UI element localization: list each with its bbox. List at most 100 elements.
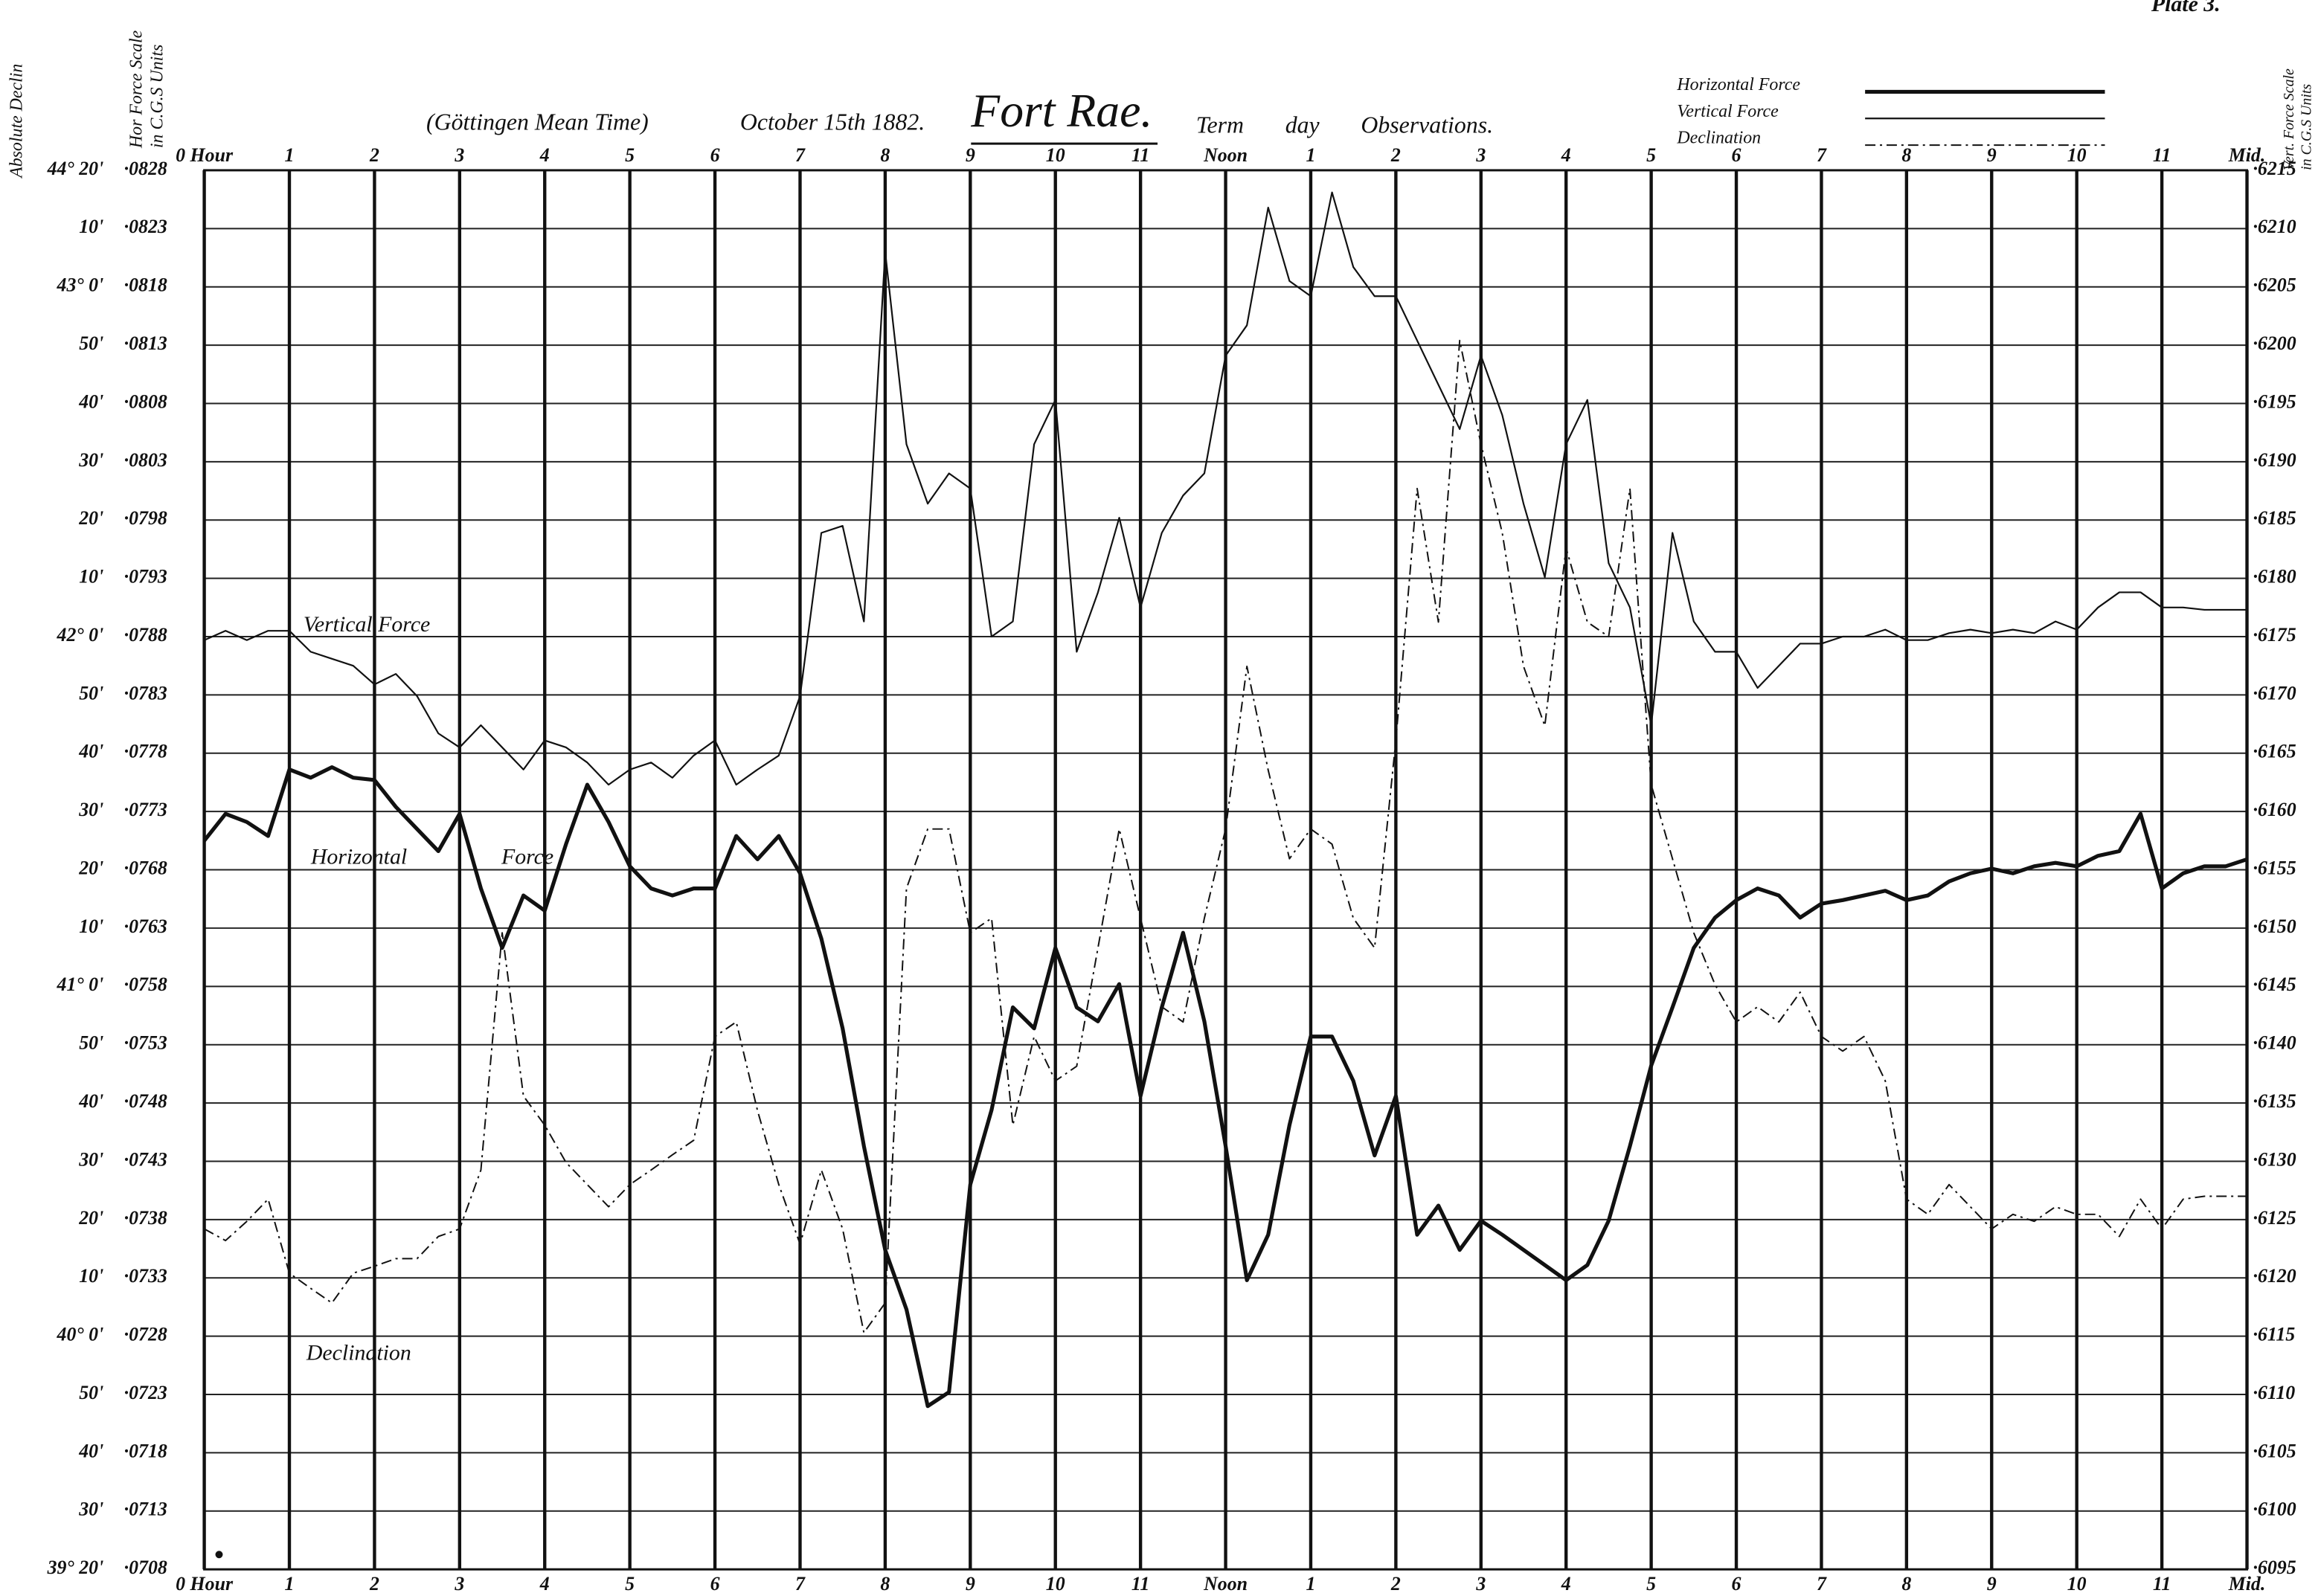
x-tick-label: 5 bbox=[625, 144, 635, 166]
y-tick-label: ·0808 bbox=[124, 390, 167, 412]
y3-tick-label: 10' bbox=[79, 216, 103, 237]
legend-label: Vertical Force bbox=[1677, 102, 1779, 121]
x-tick-label: 11 bbox=[1131, 1573, 1149, 1595]
y-tick-label: ·0723 bbox=[124, 1382, 167, 1403]
x-tick-label: 3 bbox=[1475, 144, 1486, 166]
y2-tick-label: ·6095 bbox=[2253, 1557, 2296, 1578]
y3-tick-label: 40' bbox=[78, 390, 103, 412]
y-tick-label: ·0818 bbox=[124, 274, 167, 296]
y2-tick-label: ·6145 bbox=[2253, 974, 2296, 995]
x-tick-label: 6 bbox=[1732, 1573, 1741, 1595]
y2-tick-label: ·6190 bbox=[2253, 449, 2296, 471]
y2-tick-label: ·6170 bbox=[2253, 682, 2296, 704]
y3-tick-label: 20' bbox=[78, 857, 103, 878]
plate-label: Plate 3. bbox=[2151, 0, 2221, 16]
y-tick-label: ·0783 bbox=[124, 682, 167, 704]
y2-tick-label: ·6130 bbox=[2253, 1148, 2296, 1170]
x-tick-label: Noon bbox=[1203, 1573, 1248, 1595]
y3-tick-label: 42° 0' bbox=[57, 624, 104, 646]
y-tick-label: ·0768 bbox=[124, 857, 167, 878]
y3-tick-label: 20' bbox=[78, 507, 103, 529]
y3-tick-label: 20' bbox=[78, 1207, 103, 1229]
y3-tick-label: 40' bbox=[78, 741, 103, 762]
y2-tick-label: ·6210 bbox=[2253, 216, 2296, 237]
x-tick-label: 4 bbox=[539, 144, 550, 166]
x-tick-label: 1 bbox=[1306, 144, 1315, 166]
y2-tick-label: ·6215 bbox=[2253, 158, 2296, 179]
y-tick-label: ·0733 bbox=[124, 1265, 167, 1287]
x-tick-label: 9 bbox=[966, 1573, 975, 1595]
y-tick-label: ·0738 bbox=[124, 1207, 167, 1229]
y2-tick-label: ·6120 bbox=[2253, 1265, 2296, 1287]
x-tick-label: 3 bbox=[454, 144, 464, 166]
x-tick-label: 9 bbox=[1987, 1573, 1997, 1595]
x-tick-label: 10 bbox=[2067, 144, 2087, 166]
y-tick-label: ·0708 bbox=[124, 1557, 167, 1578]
y-tick-label: ·0718 bbox=[124, 1440, 167, 1461]
x-tick-label: 4 bbox=[1561, 1573, 1571, 1595]
y2-tick-label: ·6125 bbox=[2253, 1207, 2296, 1229]
x-tick-label: 5 bbox=[625, 1573, 635, 1595]
y3-tick-label: 50' bbox=[79, 1382, 103, 1403]
x-tick-label: 0 Hour bbox=[176, 1573, 234, 1595]
x-tick-label: 10 bbox=[1046, 1573, 1065, 1595]
y-tick-label: ·0763 bbox=[124, 916, 167, 937]
y2-tick-label: ·6200 bbox=[2253, 332, 2296, 354]
x-tick-label: 6 bbox=[710, 1573, 720, 1595]
x-tick-label: 10 bbox=[1046, 144, 1065, 166]
plot-frame bbox=[203, 169, 2249, 1571]
x-tick-label: Noon bbox=[1203, 144, 1248, 166]
y-tick-label: ·0793 bbox=[124, 566, 167, 588]
x-tick-label: 1 bbox=[1306, 1573, 1315, 1595]
x-tick-label: 8 bbox=[880, 144, 890, 166]
x-tick-label: 0 Hour bbox=[176, 144, 234, 166]
y-tick-label: ·0778 bbox=[124, 741, 167, 762]
x-tick-label: 8 bbox=[1901, 144, 1911, 166]
y2-tick-label: ·6180 bbox=[2253, 566, 2296, 588]
x-tick-label: 10 bbox=[2067, 1573, 2087, 1595]
y3-tick-label: 50' bbox=[79, 682, 103, 704]
y3-tick-label: 39° 20' bbox=[47, 1557, 104, 1578]
series-annotation: Horizontal Force bbox=[310, 844, 553, 869]
y-tick-label: ·0828 bbox=[124, 158, 167, 179]
x-tick-label: 11 bbox=[1131, 144, 1149, 166]
x-tick-label: 1 bbox=[285, 144, 295, 166]
x-tick-label: Mid. bbox=[2228, 144, 2266, 166]
y3-tick-label: 30' bbox=[78, 799, 103, 820]
y2-tick-label: ·6105 bbox=[2253, 1440, 2296, 1461]
series-line bbox=[204, 339, 2247, 1333]
y-tick-label: ·0798 bbox=[124, 507, 167, 529]
x-tick-label: 1 bbox=[285, 1573, 295, 1595]
x-tick-label: 3 bbox=[1475, 1573, 1486, 1595]
y3-tick-label: 50' bbox=[79, 332, 103, 354]
y-tick-label: ·0758 bbox=[124, 974, 167, 995]
y3-tick-label: 30' bbox=[78, 449, 103, 471]
y3-tick-label: 10' bbox=[79, 916, 103, 937]
legend-label: Horizontal Force bbox=[1676, 75, 1800, 94]
y2-tick-label: ·6100 bbox=[2253, 1499, 2296, 1520]
y2-tick-label: ·6110 bbox=[2253, 1382, 2295, 1403]
y-tick-label: ·0753 bbox=[124, 1032, 167, 1054]
x-tick-label: 8 bbox=[1901, 1573, 1911, 1595]
x-tick-label: 11 bbox=[2153, 1573, 2171, 1595]
y-tick-label: ·0803 bbox=[124, 449, 167, 471]
date: October 15th 1882. bbox=[740, 109, 925, 135]
x-tick-label: Mid. bbox=[2228, 1573, 2266, 1595]
x-tick-label: 7 bbox=[795, 144, 806, 166]
y2-axis-title: Vert. Force Scale bbox=[2281, 68, 2297, 170]
x-tick-label: 3 bbox=[454, 1573, 464, 1595]
y-tick-label: ·0743 bbox=[124, 1148, 167, 1170]
y-axis-title: Hor Force Scale bbox=[127, 30, 147, 149]
dot bbox=[215, 1551, 223, 1559]
y-tick-label: ·0773 bbox=[124, 799, 167, 820]
y2-tick-label: ·6185 bbox=[2253, 507, 2296, 529]
y-tick-label: ·0728 bbox=[124, 1324, 167, 1345]
x-tick-label: 6 bbox=[710, 144, 720, 166]
y2-tick-label: ·6135 bbox=[2253, 1090, 2296, 1112]
series-annotation: Declination bbox=[306, 1340, 411, 1365]
x-tick-label: 9 bbox=[1987, 144, 1997, 166]
x-tick-label: 7 bbox=[1817, 144, 1827, 166]
y-tick-label: ·0713 bbox=[124, 1499, 167, 1520]
